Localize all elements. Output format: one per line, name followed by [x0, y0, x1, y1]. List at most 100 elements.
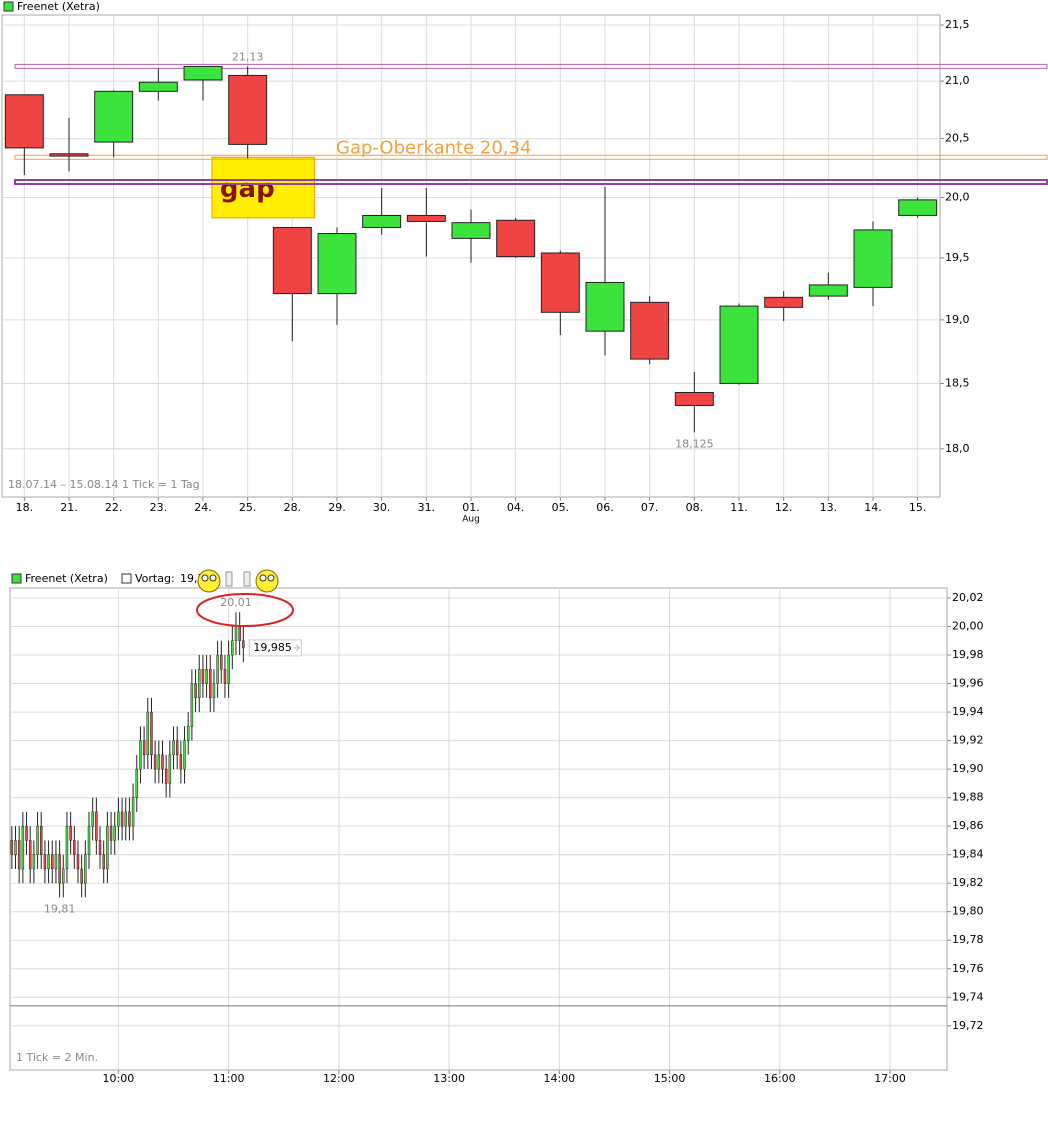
smiley-eye — [201, 574, 209, 582]
candle-body — [179, 754, 183, 770]
x-tick-label: 12. — [775, 501, 793, 514]
highlight-ellipse — [196, 593, 294, 627]
candle-body — [194, 683, 197, 699]
candle-body — [95, 811, 98, 841]
x-tick-label: 11. — [730, 501, 748, 514]
candle-body — [94, 90, 134, 143]
x-tick-label: 14. — [864, 501, 882, 514]
y-tick-label: 20,5 — [945, 132, 970, 145]
candle-body — [451, 222, 491, 239]
candle-body — [175, 740, 179, 756]
glass — [225, 571, 233, 587]
smiley-eye — [209, 574, 217, 582]
x-tick-label: 08. — [686, 501, 704, 514]
y-tick-label: 19,76 — [952, 962, 984, 975]
y-tick-label: 19,92 — [952, 734, 984, 747]
candle-body — [212, 683, 216, 699]
candle-body — [161, 754, 164, 770]
candle-body — [10, 840, 14, 855]
candle-body — [54, 854, 58, 870]
candle-body — [43, 854, 47, 870]
x-tick-label: 21. — [60, 501, 78, 514]
gap-label: gap — [220, 174, 275, 204]
candle-body — [39, 825, 43, 855]
candle-body — [238, 626, 241, 642]
candle-body — [36, 825, 39, 855]
y-tick-label: 19,72 — [952, 1019, 984, 1032]
x-tick-label: 15. — [909, 501, 927, 514]
candle-body — [164, 768, 168, 784]
level-line — [14, 179, 1048, 186]
y-tick-label: 21,5 — [945, 18, 970, 31]
y-tick-label: 19,94 — [952, 705, 984, 718]
last-price-box — [248, 639, 302, 657]
candle-body — [234, 626, 238, 642]
candle-body — [28, 840, 32, 870]
candle-body — [362, 214, 402, 228]
candle-body — [190, 683, 194, 727]
candle-body — [150, 711, 153, 756]
x-tick-label: 07. — [641, 501, 659, 514]
last-price-label: 19,985 — [253, 641, 291, 654]
y-tick-label: 19,90 — [952, 762, 984, 775]
candle-body — [183, 740, 186, 770]
candle-body — [87, 825, 91, 855]
x-tick-label: 31. — [418, 501, 436, 514]
x-tick-label: 15:00 — [654, 1072, 686, 1085]
candle-body — [91, 811, 94, 827]
candle-body — [76, 854, 80, 870]
high-label: 20,01 — [220, 596, 252, 609]
candle-body — [540, 252, 580, 313]
x-tick-label: 24. — [194, 501, 212, 514]
y-tick-label: 19,5 — [945, 251, 970, 264]
legend-label: Freenet (Xetra) — [17, 0, 100, 13]
legend-label: Freenet (Xetra) — [25, 572, 108, 585]
candle-body — [216, 654, 219, 684]
legend-swatch — [3, 1, 14, 12]
y-tick-label: 19,98 — [952, 648, 984, 661]
x-tick-label: 16:00 — [764, 1072, 796, 1085]
legend-swatch — [11, 573, 22, 584]
prev-close-name: Vortag: — [135, 572, 175, 585]
candle-body — [135, 768, 139, 798]
candle-body — [183, 65, 223, 81]
x-tick-label: 13:00 — [433, 1072, 465, 1085]
candle-body — [317, 233, 357, 295]
candle-body — [898, 199, 938, 216]
candle-body — [73, 840, 76, 855]
low-label: 18,125 — [675, 437, 714, 450]
y-tick-label: 19,74 — [952, 990, 984, 1003]
candle-body — [102, 854, 105, 870]
smiley-eye — [267, 574, 275, 582]
candle-body — [764, 296, 804, 308]
candle-body — [4, 94, 44, 149]
candle-body — [585, 281, 625, 332]
smiley-eye — [259, 574, 267, 582]
candle-body — [186, 726, 190, 741]
candle-body — [228, 74, 268, 145]
candle-body — [49, 153, 89, 157]
candle-body — [128, 811, 131, 827]
y-tick-label: 19,78 — [952, 933, 984, 946]
candle-body — [109, 825, 113, 841]
candle-body — [674, 391, 714, 406]
candle-body — [142, 740, 146, 756]
candle-body — [205, 669, 208, 684]
x-tick-label: 30. — [373, 501, 391, 514]
x-tick-label: 28. — [284, 501, 302, 514]
candle-body — [201, 669, 205, 684]
x-tick-label: 06. — [596, 501, 614, 514]
high-label: 21,13 — [232, 50, 264, 63]
x-tick-label: 22. — [105, 501, 123, 514]
glass — [243, 571, 251, 587]
candle-body — [157, 754, 161, 770]
month-label: Aug — [462, 515, 480, 525]
candle-body — [47, 854, 50, 870]
smiley — [255, 569, 279, 593]
candle-body — [69, 825, 72, 841]
candle-body — [65, 825, 69, 870]
smileys — [196, 569, 294, 627]
candle-body — [719, 305, 759, 384]
candle-body — [117, 811, 120, 827]
